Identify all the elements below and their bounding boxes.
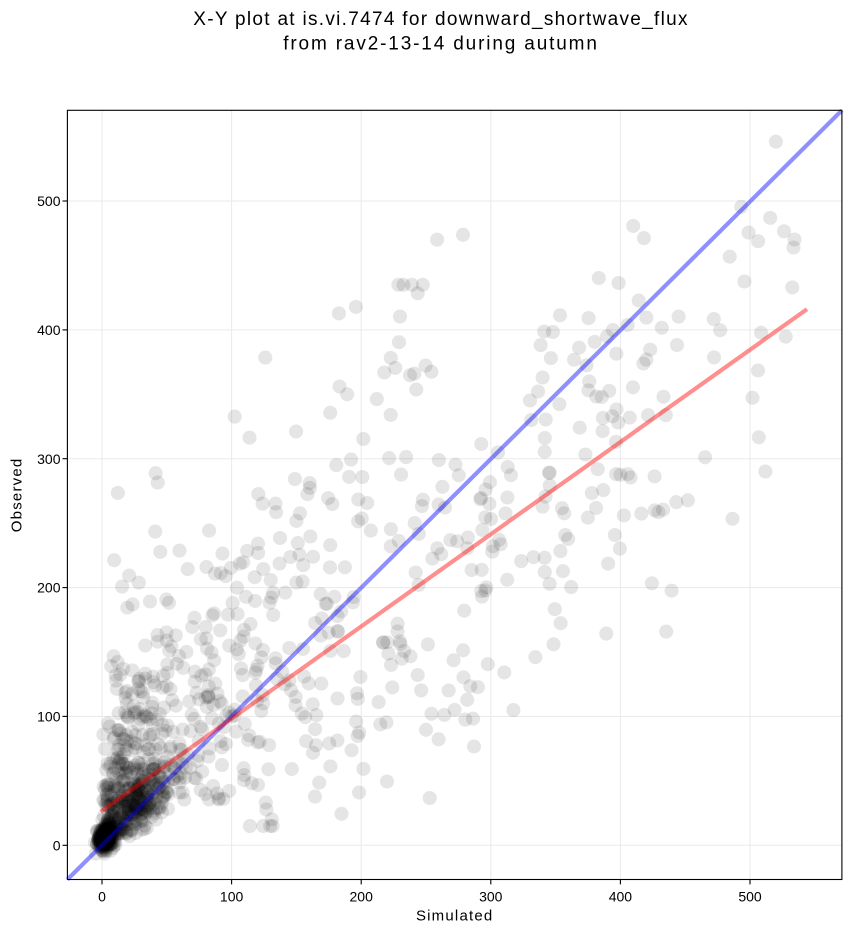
- svg-text:200: 200: [350, 888, 374, 904]
- svg-text:100: 100: [220, 888, 244, 904]
- svg-text:Observed: Observed: [9, 458, 26, 533]
- svg-text:300: 300: [37, 451, 61, 467]
- svg-text:500: 500: [37, 193, 61, 209]
- svg-text:200: 200: [37, 580, 61, 596]
- svg-text:from rav2-13-14 during autumn: from rav2-13-14 during autumn: [283, 34, 599, 55]
- svg-text:100: 100: [37, 709, 61, 725]
- svg-text:400: 400: [609, 888, 633, 904]
- svg-text:Simulated: Simulated: [416, 908, 494, 925]
- svg-text:0: 0: [53, 837, 61, 853]
- svg-text:500: 500: [738, 888, 762, 904]
- svg-text:0: 0: [98, 888, 106, 904]
- svg-text:400: 400: [37, 322, 61, 338]
- svg-text:300: 300: [479, 888, 503, 904]
- svg-text:X-Y plot at is.vi.7474 for dow: X-Y plot at is.vi.7474 for downward_shor…: [193, 9, 689, 30]
